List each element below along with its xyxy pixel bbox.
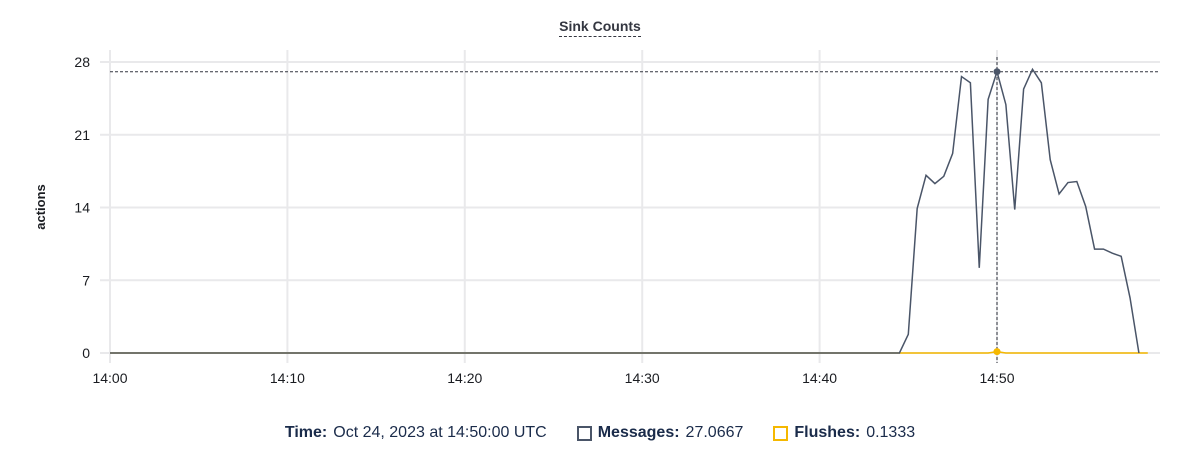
data-point-messages xyxy=(993,68,1001,76)
time-value: Oct 24, 2023 at 14:50:00 UTC xyxy=(333,424,547,441)
x-tick-label: 14:20 xyxy=(447,370,482,386)
line-chart: 0 7 14 21 28 14:00 14:10 14:20 14:30 14:40 14:50 ac… xyxy=(33,50,1160,386)
y-tick-label: 14 xyxy=(74,200,90,216)
x-tick-label: 14:30 xyxy=(625,370,660,386)
y-tick-label: 7 xyxy=(82,272,90,288)
y-tick-label: 21 xyxy=(74,127,90,143)
messages-swatch-icon xyxy=(576,425,592,441)
y-tick-label: 28 xyxy=(74,54,90,70)
chart-title[interactable]: Sink Counts xyxy=(559,18,641,37)
x-tick-label: 14:10 xyxy=(270,370,305,386)
legend-time: Time: Oct 24, 2023 at 14:50:00 UTC xyxy=(285,424,547,442)
data-point-flushes xyxy=(993,348,1001,356)
flushes-value: 0.1333 xyxy=(866,424,916,441)
y-tick-label: 0 xyxy=(82,345,90,361)
x-tick-label: 14:00 xyxy=(92,370,127,386)
legend-messages[interactable]: Messages: 27.0667 xyxy=(576,424,744,442)
x-tick-label: 14:50 xyxy=(979,370,1014,386)
legend-flushes[interactable]: Flushes: 0.1333 xyxy=(773,424,915,442)
messages-label: Messages: xyxy=(597,424,680,441)
messages-value: 27.0667 xyxy=(685,424,744,441)
chart-title-wrap: Sink Counts xyxy=(0,18,1200,37)
flushes-swatch-icon xyxy=(773,425,789,441)
time-label: Time: xyxy=(284,424,328,441)
flushes-label: Flushes: xyxy=(794,424,861,441)
series-line-messages xyxy=(110,67,1140,354)
y-axis-label: actions xyxy=(33,184,48,230)
x-tick-label: 14:40 xyxy=(802,370,837,386)
legend: Time: Oct 24, 2023 at 14:50:00 UTC Messa… xyxy=(0,424,1200,442)
